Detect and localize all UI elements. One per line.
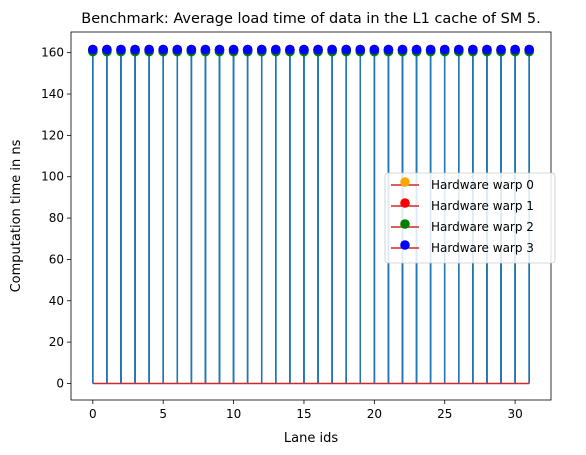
data-point (186, 44, 197, 55)
stem-lines (92, 49, 530, 384)
y-tick-label: 20 (49, 335, 64, 349)
chart-title: Benchmark: Average load time of data in … (81, 11, 541, 27)
y-axis-label: Computation time in ns (9, 139, 24, 292)
data-point (200, 44, 211, 55)
data-point (439, 44, 450, 55)
data-point (313, 44, 323, 55)
x-axis-ticks: 0 5 10 15 20 25 30 (89, 400, 523, 421)
legend-marker (400, 240, 410, 250)
legend-marker (400, 198, 410, 208)
data-point (496, 44, 506, 55)
x-tick-label: 30 (507, 407, 522, 421)
data-point (130, 44, 140, 55)
data-point (383, 44, 394, 55)
data-point (327, 44, 337, 55)
data-point (524, 44, 534, 55)
y-tick-label: 160 (41, 46, 64, 60)
x-tick-label: 20 (367, 407, 382, 421)
data-point (102, 44, 112, 55)
data-point (116, 44, 126, 55)
y-tick-label: 80 (49, 211, 64, 225)
legend-marker (400, 219, 410, 229)
data-point (299, 44, 309, 55)
data-point (214, 44, 225, 55)
data-point (510, 44, 520, 55)
x-axis-label: Lane ids (284, 431, 338, 446)
y-axis-ticks: 0 20 40 60 80 100 120 140 160 (41, 46, 71, 390)
legend-label: Hardware warp 1 (431, 199, 534, 213)
x-tick-label: 5 (159, 407, 167, 421)
data-point (482, 44, 492, 55)
legend-label: Hardware warp 0 (431, 178, 534, 192)
legend-label: Hardware warp 3 (431, 241, 534, 255)
data-point (242, 44, 253, 55)
data-point (256, 44, 267, 55)
data-point (369, 44, 380, 55)
y-tick-label: 120 (41, 128, 64, 142)
data-point (158, 44, 168, 55)
y-tick-label: 40 (49, 294, 64, 308)
markers (88, 44, 534, 57)
y-tick-label: 140 (41, 87, 64, 101)
data-point (397, 44, 408, 55)
data-point (172, 44, 183, 55)
data-point (454, 44, 464, 55)
legend-marker (400, 177, 410, 187)
legend-label: Hardware warp 2 (431, 220, 534, 234)
x-tick-label: 10 (226, 407, 241, 421)
data-point (411, 44, 422, 55)
x-tick-label: 15 (296, 407, 311, 421)
data-point (341, 44, 351, 55)
legend: Hardware warp 0 Hardware warp 1 Hardware w… (384, 172, 556, 264)
data-point (88, 44, 98, 55)
x-tick-label: 25 (437, 407, 452, 421)
data-point (144, 44, 154, 55)
data-point (228, 44, 239, 55)
y-tick-label: 100 (41, 170, 64, 184)
data-point (271, 44, 281, 55)
data-point (285, 44, 295, 55)
data-point (355, 44, 366, 55)
x-tick-label: 0 (89, 407, 97, 421)
legend-box (384, 172, 556, 264)
data-point (468, 44, 478, 55)
data-point (425, 44, 436, 55)
y-tick-label: 0 (56, 376, 64, 390)
y-tick-label: 60 (49, 252, 64, 266)
